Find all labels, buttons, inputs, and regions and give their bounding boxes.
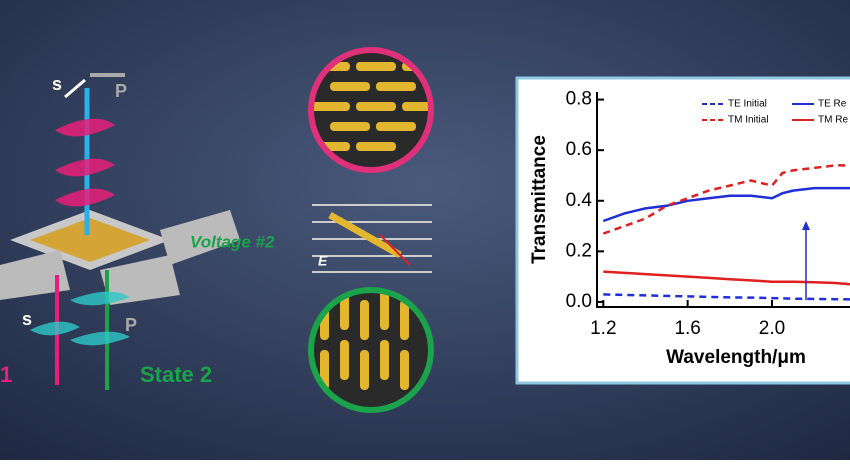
label: s xyxy=(22,309,32,329)
legend-label: TE Initial xyxy=(728,99,767,110)
x-axis-label: Wavelength/μm xyxy=(666,347,806,368)
chart: 0.0 0.2 0.4 0.6 0.8 1.2 1.6 2.0 Wavelength/μm Tra… xyxy=(529,89,850,368)
x-tick-label: 1.6 xyxy=(674,318,700,339)
y-tick-label: 0.0 xyxy=(566,291,592,312)
y-tick-label: 0.8 xyxy=(566,89,592,110)
legend-label: TM Re xyxy=(818,115,848,126)
legend-label: TE Re xyxy=(818,99,847,110)
legend-label: TM Initial xyxy=(728,115,769,126)
data-line xyxy=(603,293,850,301)
x-tick-label: 2.0 xyxy=(759,318,785,339)
label: P xyxy=(125,315,137,335)
y-axis-label: Transmittance xyxy=(529,135,550,264)
label: 1 xyxy=(0,362,12,387)
data-line xyxy=(603,270,850,286)
field-lines xyxy=(312,204,432,273)
label: E xyxy=(318,253,328,269)
label: State 2 xyxy=(140,362,212,387)
x-tick-label: 1.2 xyxy=(590,318,616,339)
device-illustration xyxy=(0,73,240,390)
y-tick-label: 0.2 xyxy=(566,240,592,261)
label: Voltage #2 xyxy=(190,232,275,251)
arrow-head xyxy=(802,221,810,230)
y-tick-label: 0.4 xyxy=(566,190,593,211)
axis xyxy=(596,92,850,308)
metasurface-bottom xyxy=(308,287,434,413)
label: s xyxy=(52,74,62,94)
label: P xyxy=(115,81,127,101)
y-tick-label: 0.6 xyxy=(566,139,592,160)
data-line xyxy=(602,164,850,235)
data-line xyxy=(602,186,850,223)
chart-panel xyxy=(515,76,850,385)
